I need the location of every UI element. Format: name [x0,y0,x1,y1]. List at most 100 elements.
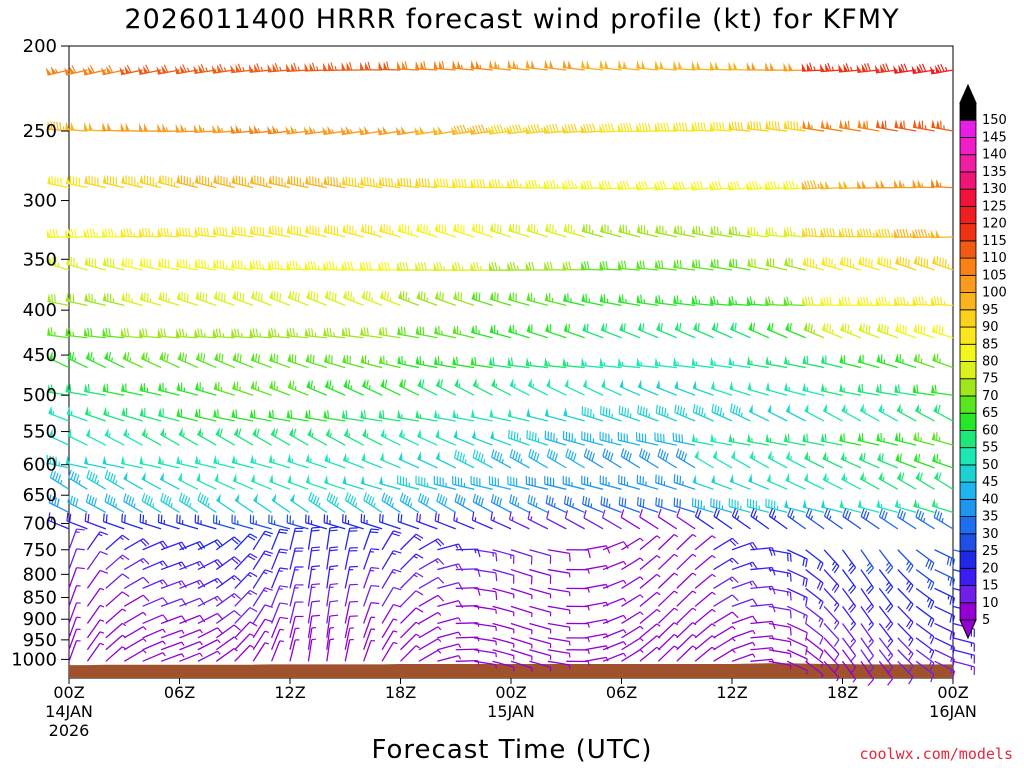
wind-barb-flag [507,357,512,366]
wind-barb [710,258,733,271]
wind-barb-flag [857,180,862,189]
wind-barb-staff [250,387,272,396]
wind-barb-staff [691,266,714,271]
wind-barb-staff [731,541,753,551]
wind-barb [415,177,438,189]
wind-barb [400,590,424,607]
wind-barb [418,538,445,551]
wind-barb [470,59,493,71]
wind-barb [765,226,788,238]
wind-barb-flag [268,260,273,269]
wind-barb-staff [197,627,218,639]
wind-barb-staff [544,438,567,446]
wind-barb-staff [805,649,824,664]
wind-barb-feather [884,228,888,238]
wind-barb [305,175,327,189]
wind-barb-flag [141,427,146,437]
wind-barb [344,638,354,662]
wind-barb [838,180,861,190]
wind-barb-feather [591,453,596,462]
wind-barb-staff [307,639,313,662]
wind-barb-half-feather [196,562,201,567]
wind-barb-flag [654,60,659,69]
wind-barb [287,353,309,369]
wind-barb [380,428,401,446]
wind-barb-half-feather [458,655,462,660]
wind-barb [231,514,254,530]
wind-barb-feather [589,123,593,132]
wind-barb-staff [160,580,182,589]
wind-barb-half-feather [587,637,590,643]
wind-barb-half-feather [217,639,221,644]
wind-barb-feather [657,448,662,457]
wind-barb-staff [786,660,808,672]
wind-barb-feather [679,260,682,269]
wind-barb-flag [507,179,512,188]
wind-barb [674,379,696,396]
wind-barb-flag [913,323,918,333]
wind-barb-staff [857,126,880,132]
wind-barb-staff [68,477,88,490]
wind-barb-flag [489,291,494,301]
wind-barb-feather [234,259,237,269]
wind-barb-half-feather [201,432,204,437]
wind-barb-staff [563,438,585,446]
wind-barb-feather [829,296,833,306]
wind-barb [912,384,935,396]
wind-barb-staff [179,579,201,589]
wind-barb-half-feather [59,479,63,485]
wind-barb-flag [66,256,71,266]
wind-barb [268,260,291,271]
wind-barb-flag [567,60,572,69]
wind-barb [566,549,591,559]
wind-barb [860,660,874,686]
wind-barb [307,565,321,589]
wind-barb-flag [124,65,130,74]
wind-barb-staff [434,483,456,490]
wind-barb-staff [289,639,296,662]
wind-barb [618,223,641,238]
wind-barb-staff [897,623,914,640]
wind-barb-staff [509,501,530,513]
wind-barb-feather [439,262,443,271]
wind-barb-flag [289,427,294,437]
wind-barb-staff [378,416,401,422]
wind-barb-staff [637,504,659,514]
wind-barb-feather [348,327,351,337]
wind-barb-staff [86,631,101,651]
wind-barb-flag [287,353,292,362]
wind-barb [860,508,880,530]
wind-barb-staff [676,572,694,589]
wind-barb [525,476,548,490]
wind-barb-staff [160,598,182,607]
wind-barb [488,476,512,490]
wind-barb-staff [418,638,439,651]
wind-barb-flag [252,427,257,437]
wind-barb-half-feather [950,669,953,674]
wind-barb-half-feather [818,599,822,605]
wind-barb [731,641,756,651]
wind-barb-staff [455,605,478,607]
wind-barb [562,357,585,369]
wind-barb-staff [768,660,791,666]
wind-barb-feather [878,296,882,306]
wind-barb-feather [73,228,77,238]
wind-barb [878,569,894,594]
wind-barb [750,585,776,595]
wind-barb-staff [160,561,182,571]
wind-barb-feather [773,180,777,189]
wind-barb [510,568,533,585]
wind-barb-feather [50,327,53,336]
wind-barb-feather [619,181,624,190]
wind-barb-feather [167,497,172,506]
wind-barb [305,224,327,238]
wind-barb-staff [252,587,266,607]
wind-barb-staff [344,639,351,662]
wind-barb-staff [750,647,773,651]
wind-barb-flag [544,59,549,68]
wind-barb [488,179,512,189]
wind-barb-feather [602,509,606,518]
wind-barb-half-feather [532,383,535,388]
wind-barb-staff [490,519,512,530]
wind-barb [212,124,235,134]
